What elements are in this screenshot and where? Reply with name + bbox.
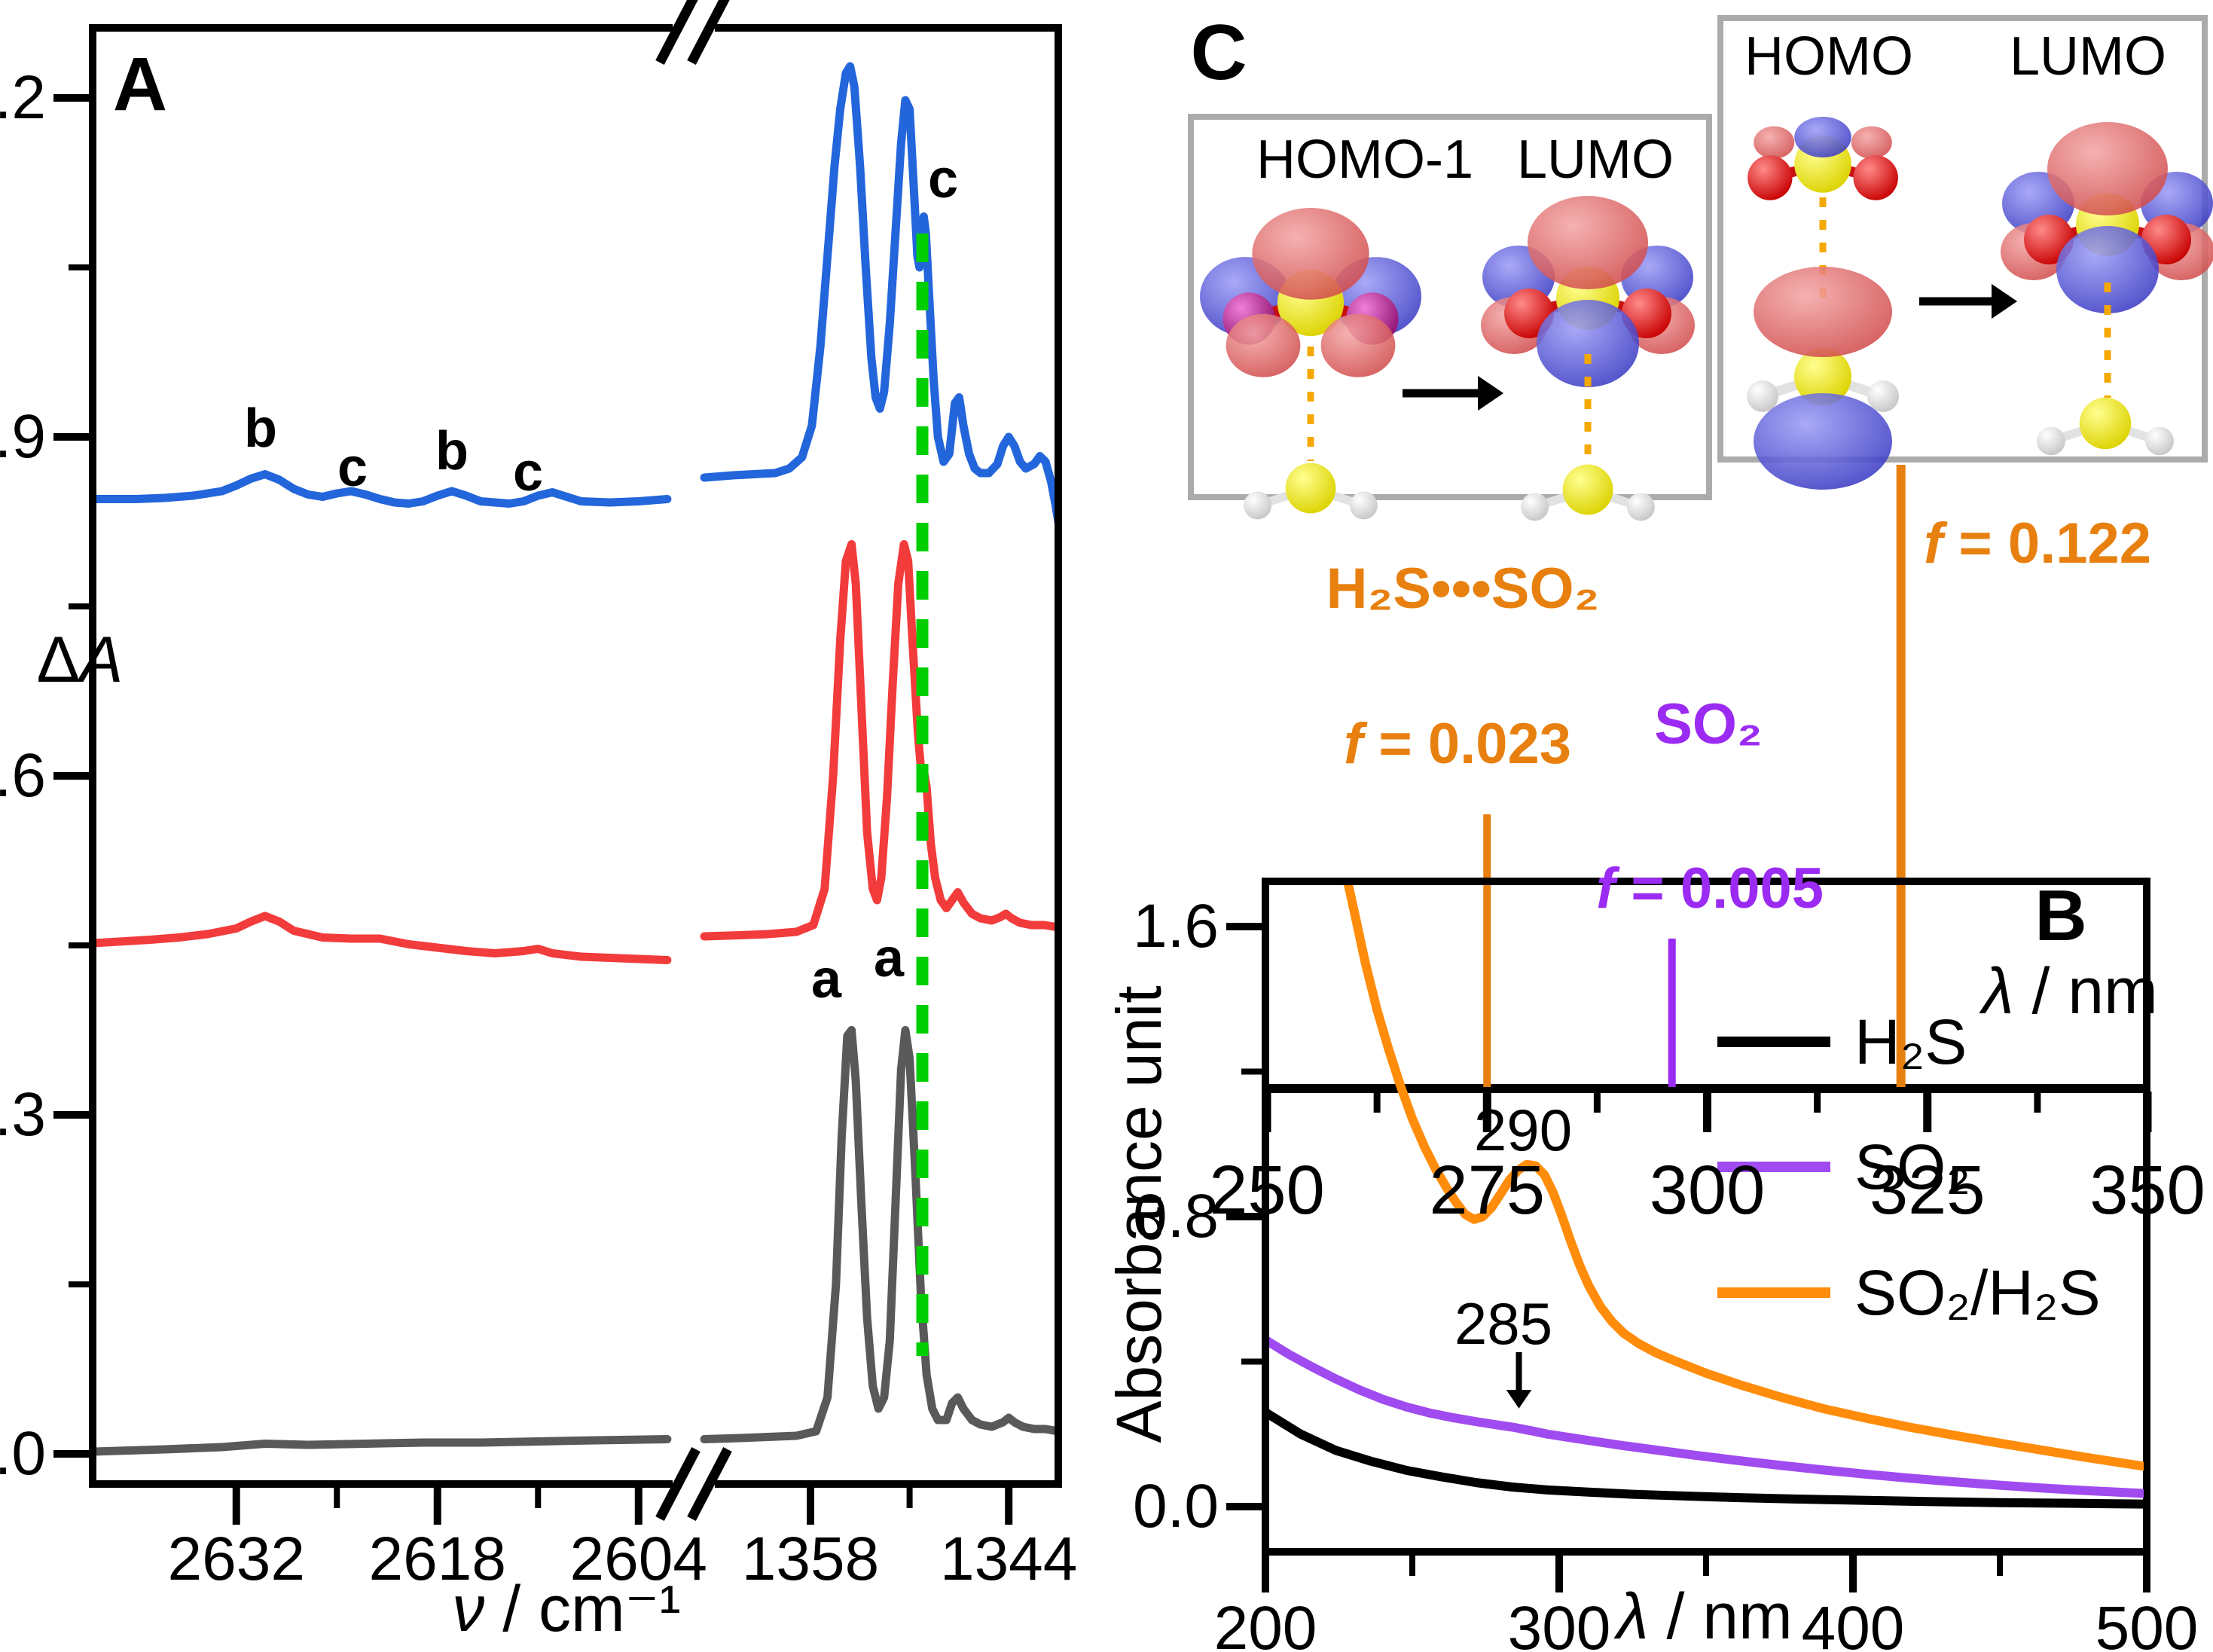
panel-a-x-axis-title: ν / cm⁻¹ — [452, 1577, 680, 1641]
panel-a-ytick-0.9: 0.9 — [0, 402, 46, 471]
panel-a-peak-label-b-2: b — [435, 421, 469, 481]
panel-a-peak-label-a-4: a — [810, 949, 842, 1009]
mo-lumo-view-1 — [1481, 196, 1695, 521]
lambda-symbol: λ — [1982, 955, 2014, 1028]
panel-a-xtick-2618: 2618 — [368, 1525, 506, 1593]
panel-a-peak-label-c-3: c — [512, 442, 544, 502]
mo-homo-1-view — [1200, 208, 1421, 520]
panel-a-ytick-1.2: 1.2 — [0, 63, 46, 132]
panel-b-ytick-1.6: 1.6 — [1133, 892, 1219, 960]
panel-b-ytick-0.0: 0.0 — [1133, 1472, 1219, 1541]
panel-c-axis-title: λ / nm — [1982, 959, 2157, 1024]
annotation-285nm: 285 — [1454, 1290, 1553, 1357]
panel-c-xtick-250: 250 — [1209, 1152, 1325, 1229]
panel-a-y-axis-title: ΔA — [37, 628, 124, 692]
panel-a-xtick-1358: 1358 — [741, 1525, 880, 1593]
panel-b-plot — [1226, 878, 2150, 1592]
panel-a-label: A — [112, 42, 168, 127]
panel-a-peak-label-a-5: a — [873, 928, 905, 988]
mo-homo-view — [1747, 117, 1899, 490]
so2-oscillator-strength: f = 0.005 — [1595, 857, 1824, 921]
panel-b-xtick-400: 400 — [1801, 1594, 1905, 1652]
absorbance-symbol: A — [80, 624, 124, 696]
so2-species-label: SO₂ — [1654, 692, 1763, 756]
inset1-homo-1-label: HOMO-1 — [1256, 130, 1473, 190]
panel-b-label: B — [2034, 875, 2087, 956]
panel-a-peak-label-c-6: c — [927, 149, 959, 209]
wavelength-unit: / nm — [1648, 1580, 1793, 1652]
panel-a-ytick-0.0: 0.0 — [0, 1419, 46, 1488]
panel-c-xtick-350: 350 — [2089, 1152, 2205, 1229]
panel-a-ytick-0.6: 0.6 — [0, 741, 46, 810]
legend-item-so2: SO₂ — [1854, 1131, 1970, 1202]
panel-a-ytick-0.3: 0.3 — [0, 1080, 46, 1149]
complex-homo-lumo-oscillator-strength: f = 0.122 — [1923, 511, 2152, 576]
complex-species-label: H₂S•••SO₂ — [1326, 557, 1600, 621]
panel-a-peak-label-c-1: c — [337, 438, 368, 498]
inset1-lumo-label: LUMO — [1516, 130, 1674, 190]
panel-c-xtick-275: 275 — [1429, 1152, 1546, 1229]
nu-symbol: ν — [452, 1573, 485, 1645]
legend-item-so2-h2s: SO₂/H₂S — [1854, 1257, 2101, 1328]
wavenumber-unit: / cm⁻¹ — [484, 1573, 681, 1645]
panel-b-xtick-200: 200 — [1213, 1594, 1317, 1652]
panel-c-label: C — [1190, 9, 1247, 96]
inset2-lumo-label: LUMO — [2009, 26, 2167, 87]
legend-item-h2s: H₂S — [1854, 1006, 1967, 1077]
panel-c-xtick-325: 325 — [1870, 1152, 1986, 1229]
panel-a-xtick-1344: 1344 — [939, 1525, 1078, 1593]
mo-lumo-view-2 — [2001, 122, 2213, 456]
delta-symbol: Δ — [36, 624, 81, 696]
lambda-symbol: λ — [1616, 1580, 1649, 1652]
panel-c-graphics — [1188, 15, 2213, 1132]
panel-b-xtick-300: 300 — [1507, 1594, 1611, 1652]
panel-b-ytick-0.8: 0.8 — [1133, 1182, 1219, 1250]
panel-b-xtick-500: 500 — [2095, 1594, 2199, 1652]
panel-b-x-axis-title: λ / nm — [1616, 1584, 1792, 1649]
inset2-homo-label: HOMO — [1744, 26, 1913, 87]
annotation-290nm: 290 — [1473, 1097, 1573, 1163]
panel-c-xtick-300: 300 — [1649, 1152, 1766, 1229]
panel-a-xtick-2632: 2632 — [167, 1525, 305, 1593]
panel-a-plot — [53, 0, 1062, 1525]
wavelength-unit: / nm — [2013, 955, 2158, 1028]
complex-oscillator-strength: f = 0.023 — [1343, 712, 1572, 776]
panel-a-xtick-2604: 2604 — [569, 1525, 707, 1593]
panel-a-peak-label-b-0: b — [244, 398, 277, 459]
